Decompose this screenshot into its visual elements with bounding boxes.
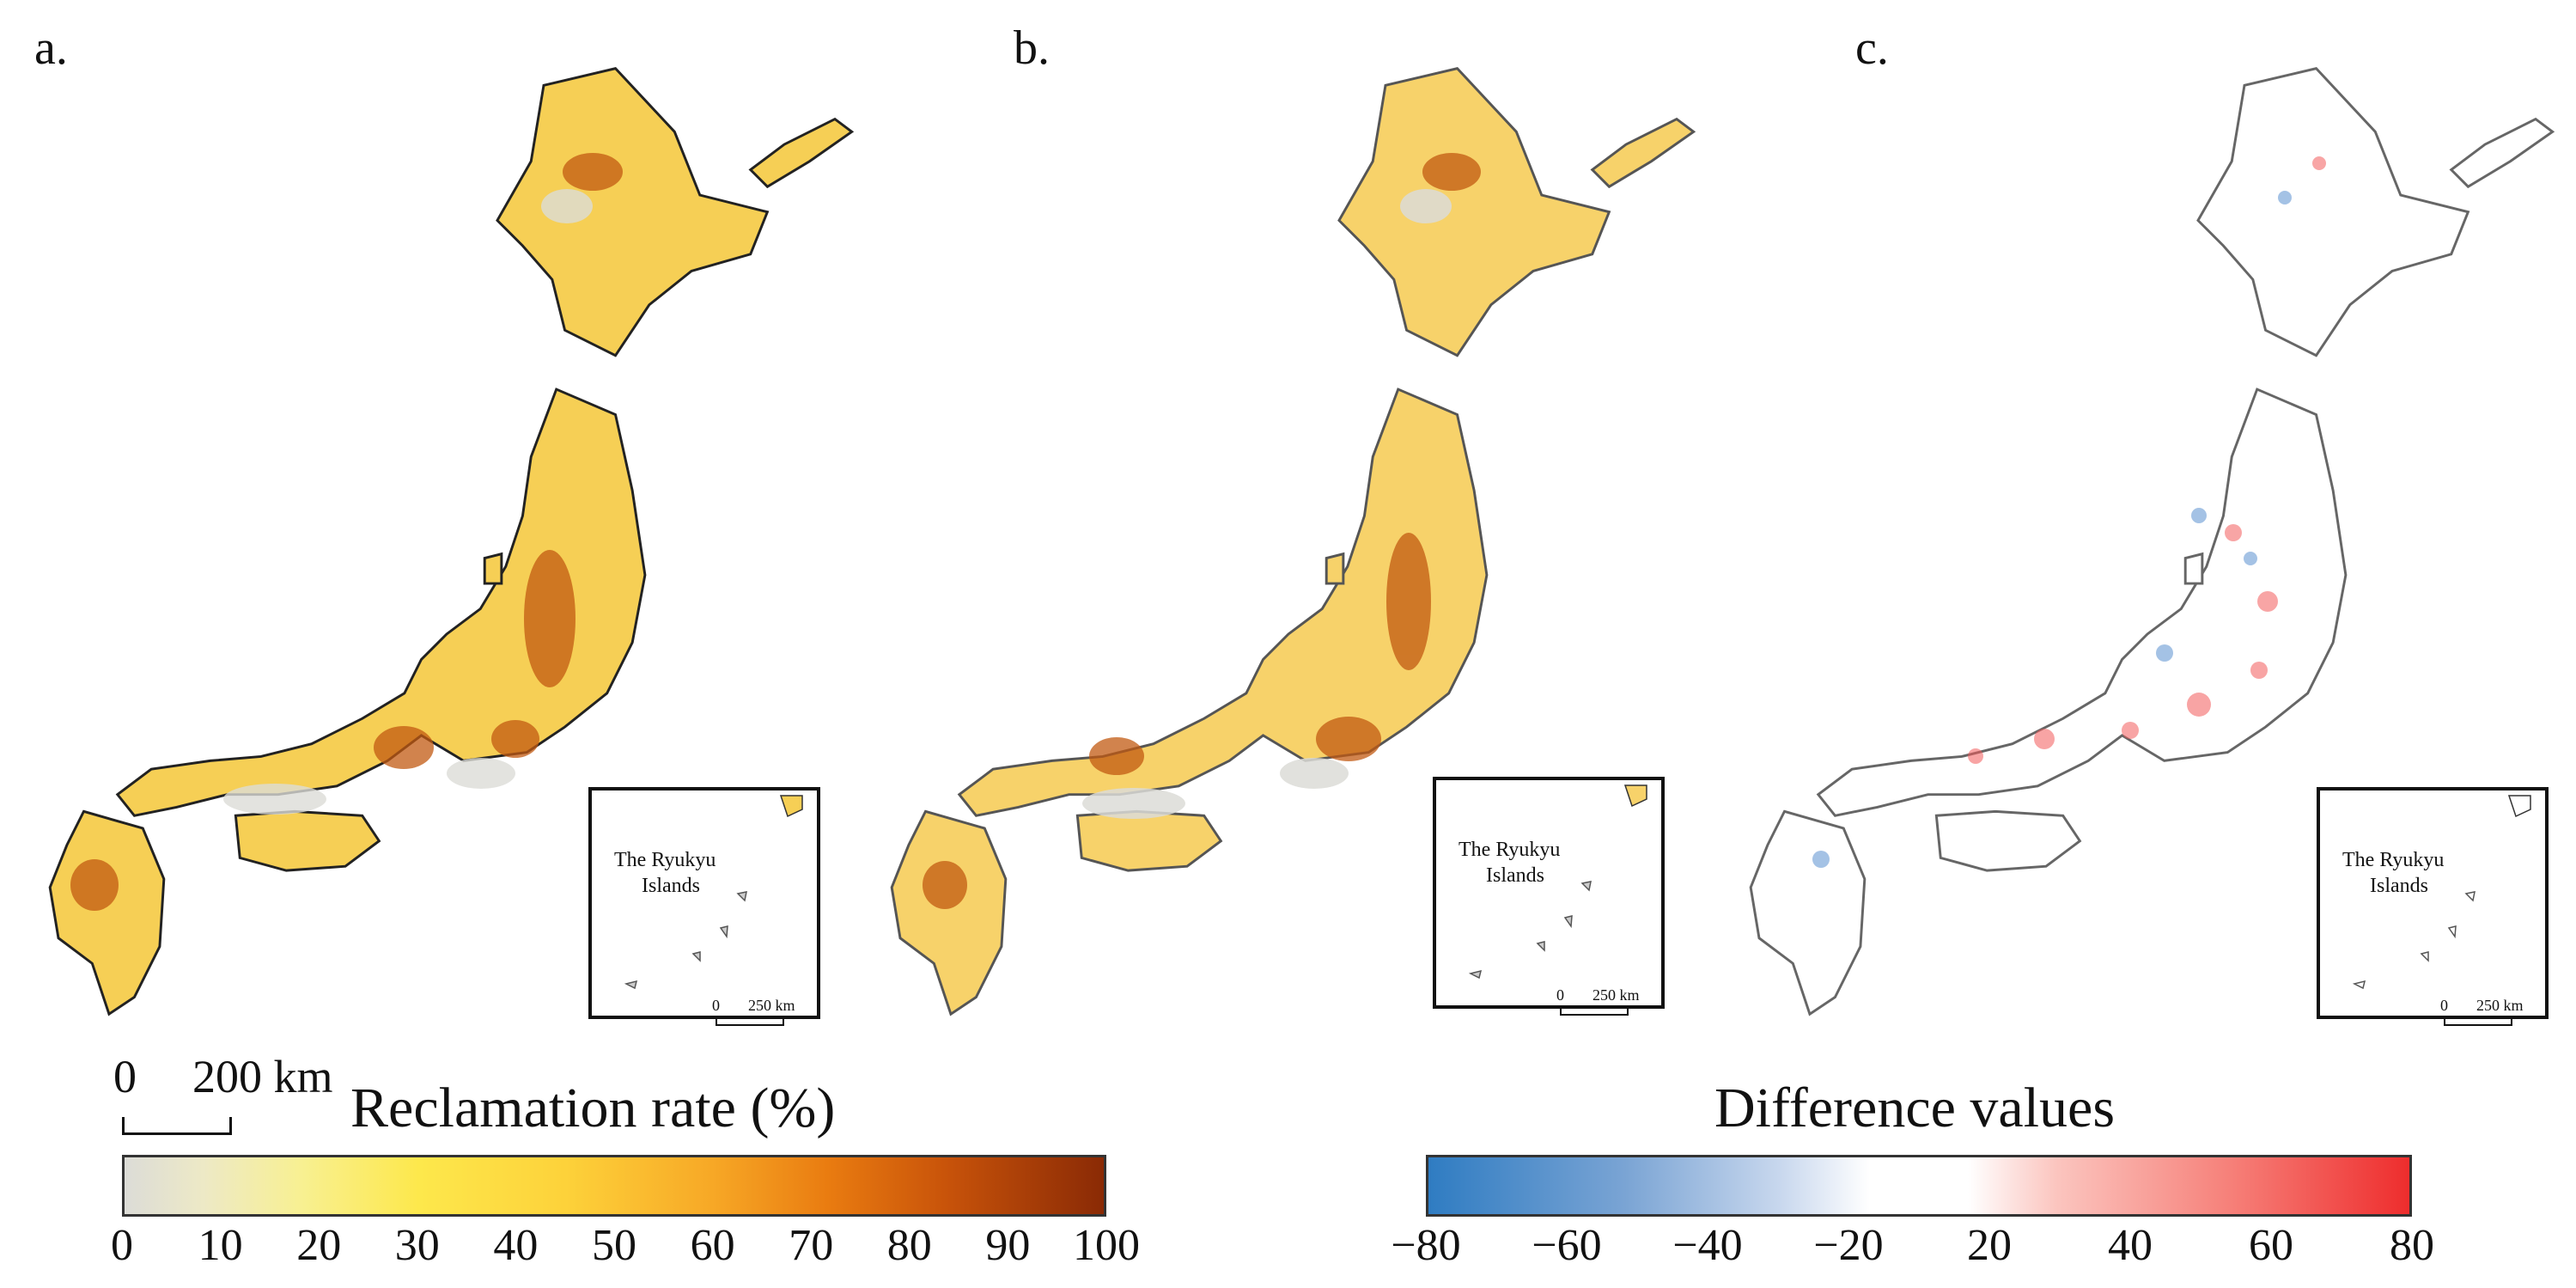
inset-title-line2: Islands: [1486, 864, 1544, 887]
map-panel-a: [48, 67, 854, 1016]
reclamation-tick-label: 20: [296, 1221, 342, 1270]
difference-colorbar-title: Difference values: [1714, 1077, 2116, 1139]
inset-title-line2: Islands: [642, 875, 700, 897]
difference-tick-label: 60: [2249, 1221, 2293, 1270]
reclamation-tick-label: 10: [198, 1221, 243, 1270]
inset-title-line1: The Ryukyu: [1459, 839, 1561, 861]
difference-tick-label: −20: [1813, 1221, 1884, 1270]
main-scale-end: 200 km: [192, 1051, 333, 1102]
reclamation-tick-label: 40: [493, 1221, 539, 1270]
inset-scale-zero: 0: [1556, 986, 1564, 1004]
inset-ryukyu-c: The Ryukyu Islands 0 250 km: [2317, 787, 2549, 1026]
reclamation-tick-label: 30: [394, 1221, 440, 1270]
difference-tick-label: 40: [2108, 1221, 2153, 1270]
main-scale-zero: 0: [113, 1051, 137, 1102]
inset-title: The Ryukyu Islands: [1459, 837, 1560, 888]
difference-tick-label: −60: [1532, 1221, 1602, 1270]
reclamation-colorbar: [122, 1155, 1106, 1217]
difference-tick-label: 80: [2390, 1221, 2434, 1270]
inset-title: The Ryukyu Islands: [614, 847, 716, 899]
reclamation-tick-label: 70: [789, 1221, 834, 1270]
difference-tick-label: −80: [1391, 1221, 1461, 1270]
reclamation-tick-label: 90: [985, 1221, 1031, 1270]
inset-title: The Ryukyu Islands: [2342, 847, 2444, 899]
inset-scale-zero: 0: [712, 997, 720, 1014]
inset-ryukyu-b: The Ryukyu Islands 0 250 km: [1433, 777, 1665, 1016]
main-scale-bar: 0 200 km: [113, 1050, 333, 1135]
ryukyu-islands-shape: [624, 795, 803, 990]
inset-scale-end: 250 km: [2476, 997, 2524, 1014]
panel-label-a: a.: [34, 21, 68, 75]
inset-scale-end: 250 km: [748, 997, 795, 1014]
panel-label-b: b.: [1014, 21, 1050, 75]
reclamation-colorbar-title: Reclamation rate (%): [350, 1077, 836, 1139]
inset-scale-zero: 0: [2440, 997, 2448, 1014]
ryukyu-islands-shape: [2352, 795, 2531, 990]
inset-title-line2: Islands: [2370, 875, 2428, 897]
inset-scale-end: 250 km: [1592, 986, 1640, 1004]
map-panel-c: [1749, 67, 2555, 1016]
inset-title-line1: The Ryukyu: [614, 849, 716, 871]
difference-colorbar: [1426, 1155, 2412, 1217]
reclamation-tick-label: 0: [111, 1221, 133, 1270]
reclamation-tick-label: 50: [592, 1221, 636, 1270]
difference-tick-label: −40: [1672, 1221, 1743, 1270]
inset-title-line1: The Ryukyu: [2342, 849, 2445, 871]
reclamation-tick-label: 100: [1073, 1221, 1140, 1270]
panel-label-c: c.: [1855, 21, 1889, 75]
inset-ryukyu-a: The Ryukyu Islands 0 250 km: [588, 787, 820, 1026]
reclamation-tick-label: 80: [886, 1221, 932, 1270]
map-panel-b: [890, 67, 1696, 1016]
ryukyu-islands-shape: [1468, 784, 1647, 980]
difference-tick-label: 20: [1967, 1221, 2012, 1270]
reclamation-tick-label: 60: [690, 1221, 735, 1270]
